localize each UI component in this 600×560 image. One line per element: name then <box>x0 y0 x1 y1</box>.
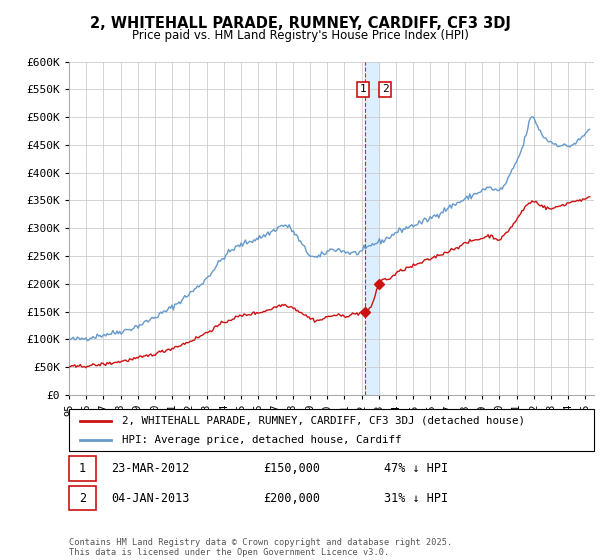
Bar <box>365 62 379 395</box>
Text: £150,000: £150,000 <box>263 462 320 475</box>
Text: Price paid vs. HM Land Registry's House Price Index (HPI): Price paid vs. HM Land Registry's House … <box>131 29 469 42</box>
Text: 2: 2 <box>79 492 86 505</box>
Text: 2: 2 <box>382 85 388 95</box>
Bar <box>69 456 96 480</box>
Text: 2, WHITEHALL PARADE, RUMNEY, CARDIFF, CF3 3DJ: 2, WHITEHALL PARADE, RUMNEY, CARDIFF, CF… <box>89 16 511 31</box>
Text: HPI: Average price, detached house, Cardiff: HPI: Average price, detached house, Card… <box>121 435 401 445</box>
Text: 47% ↓ HPI: 47% ↓ HPI <box>384 462 448 475</box>
Text: £200,000: £200,000 <box>263 492 320 505</box>
Text: 23-MAR-2012: 23-MAR-2012 <box>111 462 190 475</box>
Text: 2, WHITEHALL PARADE, RUMNEY, CARDIFF, CF3 3DJ (detached house): 2, WHITEHALL PARADE, RUMNEY, CARDIFF, CF… <box>121 416 524 426</box>
Text: 04-JAN-2013: 04-JAN-2013 <box>111 492 190 505</box>
Bar <box>69 486 96 510</box>
Text: 1: 1 <box>79 462 86 475</box>
Text: 31% ↓ HPI: 31% ↓ HPI <box>384 492 448 505</box>
Text: 1: 1 <box>359 85 366 95</box>
Text: Contains HM Land Registry data © Crown copyright and database right 2025.
This d: Contains HM Land Registry data © Crown c… <box>69 538 452 557</box>
